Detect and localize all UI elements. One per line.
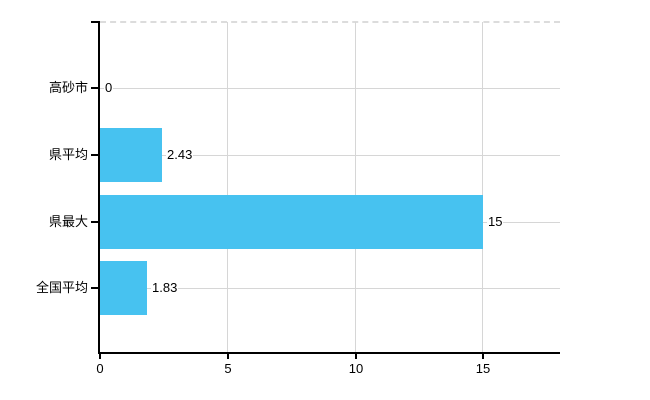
x-tick	[355, 354, 357, 359]
x-tick-label-5: 5	[224, 361, 232, 376]
category-label-kenheikin: 県平均	[48, 147, 88, 162]
x-tick	[227, 354, 229, 359]
gridline-vertical-5	[227, 22, 228, 353]
bar-value-label: 0	[104, 79, 114, 97]
x-tick	[482, 354, 484, 359]
bar-kenheikin	[100, 128, 162, 182]
x-tick-label-10: 10	[348, 361, 364, 376]
y-tick	[91, 21, 98, 23]
gridline-horizontal	[100, 288, 560, 289]
y-axis	[98, 21, 100, 354]
y-tick	[91, 87, 98, 89]
category-label-zenkokuheikin: 全国平均	[35, 280, 88, 295]
bar-kensaidai	[100, 195, 483, 249]
bar-value-label: 15	[487, 213, 504, 231]
bar-value-label: 1.83	[151, 279, 179, 297]
gridline-vertical-10	[355, 22, 356, 353]
gridline-horizontal	[100, 88, 560, 89]
bar-value-label: 2.43	[166, 146, 194, 164]
y-tick	[91, 221, 98, 223]
y-tick	[91, 287, 98, 289]
y-tick	[91, 154, 98, 156]
bar-zenkokuheikin	[100, 261, 147, 315]
x-tick-label-0: 0	[96, 361, 104, 376]
category-label-takasago: 高砂市	[48, 80, 88, 95]
plot-top-border	[100, 21, 560, 23]
gridline-vertical-15	[482, 22, 483, 353]
x-tick	[99, 354, 101, 359]
x-tick-label-15: 15	[475, 361, 491, 376]
gridline-horizontal	[100, 155, 560, 156]
x-axis	[98, 352, 560, 354]
category-label-kensaidai: 県最大	[48, 214, 88, 229]
